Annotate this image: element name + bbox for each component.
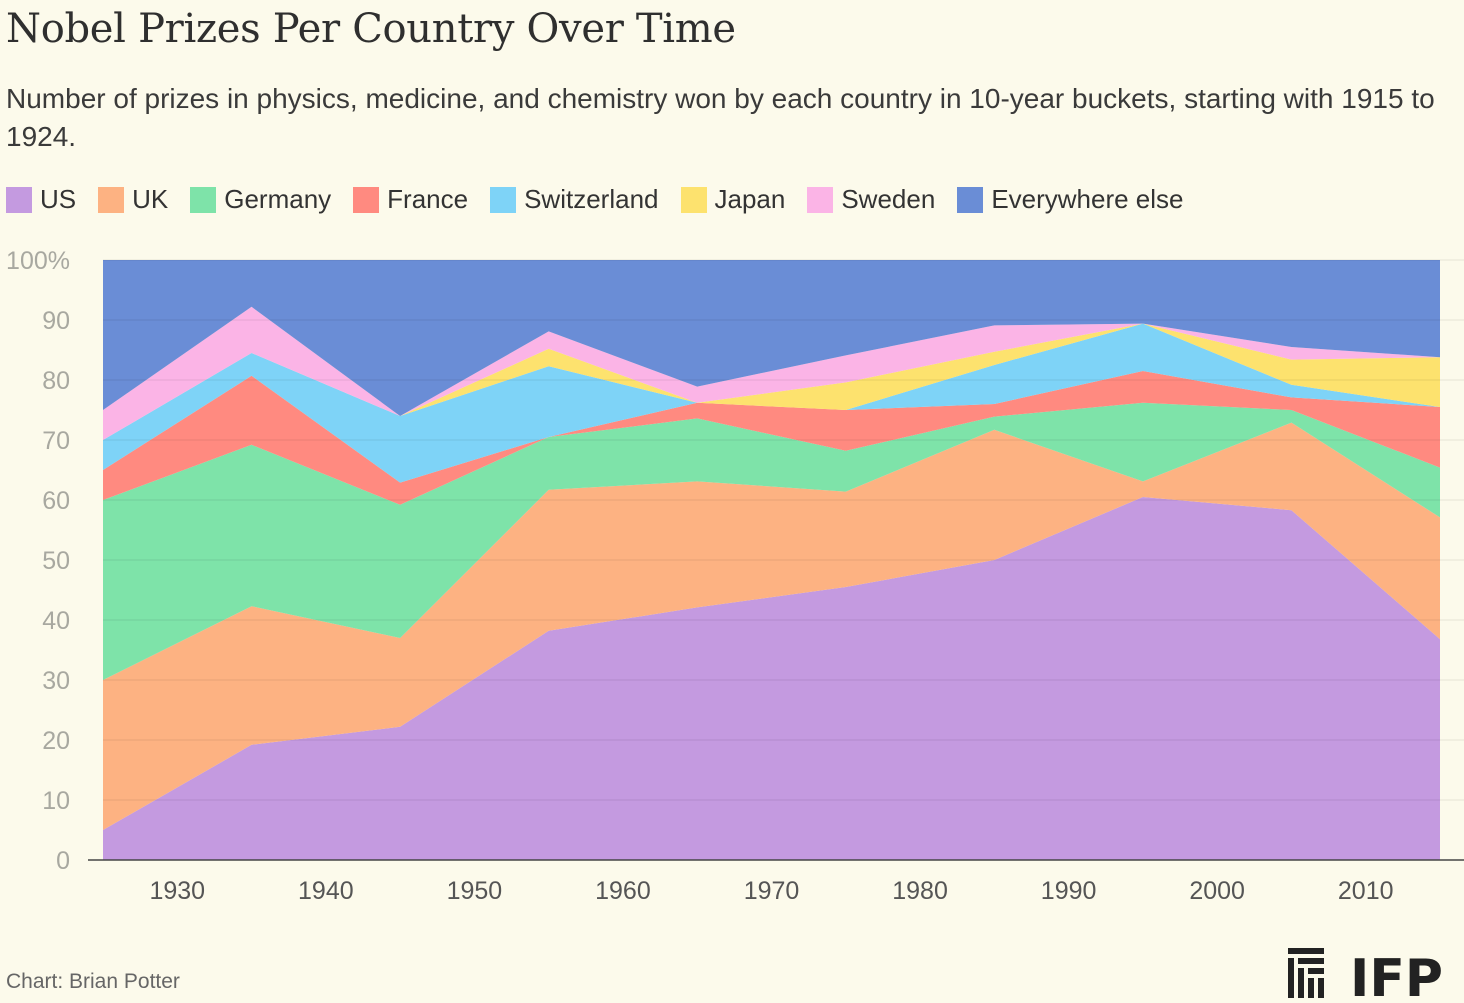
legend-item: Sweden — [807, 184, 935, 215]
chart-subtitle: Number of prizes in physics, medicine, a… — [6, 83, 1435, 152]
legend-label: Switzerland — [524, 184, 659, 214]
y-tick-label: 50 — [42, 547, 70, 575]
legend-item: Japan — [680, 184, 786, 215]
legend-item: Switzerland — [490, 184, 659, 215]
ifp-logo: IFP — [1288, 948, 1443, 1000]
legend-swatch — [190, 186, 217, 213]
legend-swatch — [680, 186, 707, 213]
legend: US UK Germany France Switzerland Japan Sweden E… — [6, 184, 1206, 215]
series-area-everywhere-else — [103, 260, 1440, 416]
legend-item: Everywhere else — [957, 184, 1184, 215]
y-tick-label: 90 — [42, 307, 70, 335]
ifp-logo-mark-icon — [1288, 948, 1324, 998]
chart-title: Nobel Prizes Per Country Over Time — [6, 6, 736, 52]
legend-swatch — [957, 186, 984, 213]
ifp-logo-wordmark: IFP — [1350, 949, 1443, 1000]
legend-item: Germany — [190, 184, 331, 215]
series-area-sweden — [103, 306, 1440, 440]
y-tick-label: 0 — [56, 847, 70, 875]
legend-swatch — [98, 186, 125, 213]
chart-credit: Chart: Brian Potter — [6, 970, 180, 993]
legend-label: Sweden — [841, 184, 936, 214]
y-tick-label: 100% — [6, 247, 70, 275]
y-tick-label: 80 — [42, 367, 70, 395]
y-tick-label: 20 — [42, 727, 70, 755]
stacked-area-chart: 0 10 20 30 40 50 60 70 80 90 100% 1930 1940 1950 1960 1… — [6, 247, 1464, 905]
series-area-switzerland — [103, 323, 1440, 483]
x-tick-label: 1960 — [595, 877, 651, 905]
y-tick-label: 40 — [42, 607, 70, 635]
legend-label: Japan — [714, 184, 786, 214]
legend-item: US — [6, 184, 76, 215]
series-area-germany — [103, 402, 1440, 680]
legend-label: France — [387, 184, 469, 214]
series-area-france — [103, 371, 1440, 505]
legend-item: UK — [98, 184, 168, 215]
y-tick-label: 30 — [42, 667, 70, 695]
legend-swatch — [807, 186, 834, 213]
legend-swatch — [490, 186, 517, 213]
x-tick-label: 1980 — [892, 877, 948, 905]
x-tick-label: 1930 — [149, 877, 205, 905]
series-area-uk — [103, 422, 1440, 830]
legend-swatch — [353, 186, 380, 213]
legend-label: UK — [132, 184, 169, 214]
y-tick-label: 10 — [42, 787, 70, 815]
legend-label: US — [40, 184, 77, 214]
x-tick-label: 1950 — [447, 877, 503, 905]
x-tick-label: 2010 — [1338, 877, 1394, 905]
x-tick-label: 2000 — [1189, 877, 1245, 905]
y-tick-label: 70 — [42, 427, 70, 455]
legend-item: France — [353, 184, 468, 215]
x-tick-label: 1970 — [744, 877, 800, 905]
legend-swatch — [6, 186, 32, 213]
legend-label: Everywhere else — [991, 184, 1184, 214]
legend-label: Germany — [224, 184, 332, 214]
y-tick-label: 60 — [42, 487, 70, 515]
series-area-us — [103, 497, 1440, 860]
x-tick-label: 1940 — [298, 877, 354, 905]
x-tick-label: 1990 — [1041, 877, 1097, 905]
